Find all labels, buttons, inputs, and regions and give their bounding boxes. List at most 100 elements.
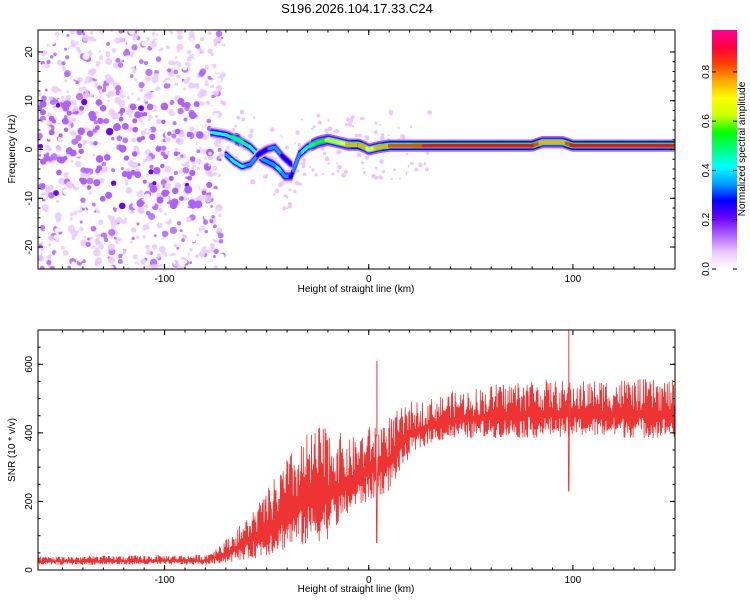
noise-point <box>161 145 167 151</box>
noise-point <box>205 131 208 134</box>
noise-point <box>401 135 406 141</box>
noise-point <box>61 117 69 125</box>
noise-point <box>427 110 433 115</box>
noise-point <box>337 150 342 155</box>
noise-point <box>169 226 178 235</box>
noise-point <box>103 138 111 146</box>
noise-point <box>50 55 54 59</box>
noise-point <box>105 127 114 136</box>
noise-point <box>89 200 94 204</box>
noise-point <box>168 91 174 97</box>
noise-point <box>89 124 94 130</box>
noise-point <box>388 109 393 115</box>
noise-point <box>199 68 207 75</box>
noise-point <box>188 111 197 119</box>
noise-point <box>196 120 205 129</box>
noise-point <box>137 252 144 259</box>
noise-point <box>38 162 41 166</box>
noise-point <box>125 73 129 77</box>
noise-point <box>62 236 70 244</box>
noise-point <box>213 248 219 255</box>
ridge-segment <box>296 158 299 162</box>
noise-point <box>107 256 116 264</box>
noise-point <box>118 248 124 254</box>
noise-point <box>51 244 55 248</box>
noise-point <box>149 185 158 193</box>
noise-point <box>70 113 76 119</box>
noise-point <box>277 136 283 142</box>
noise-point <box>208 155 213 161</box>
noise-point <box>196 248 200 252</box>
noise-point <box>136 123 140 128</box>
noise-point <box>57 193 61 197</box>
noise-point <box>132 53 141 61</box>
noise-point <box>312 125 316 129</box>
noise-point <box>58 83 65 90</box>
noise-point <box>124 217 128 221</box>
noise-point <box>129 36 134 41</box>
noise-point <box>122 41 127 46</box>
noise-point <box>89 31 94 35</box>
noise-point <box>248 133 253 139</box>
noise-point <box>198 251 206 258</box>
noise-point <box>379 135 385 141</box>
noise-point <box>91 245 96 249</box>
noise-point <box>176 50 180 53</box>
noise-point <box>146 103 154 111</box>
noise-point <box>288 204 292 209</box>
noise-point <box>195 254 200 259</box>
noise-point <box>51 41 55 45</box>
noise-point <box>189 261 193 265</box>
noise-point <box>108 228 116 236</box>
noise-point <box>214 68 220 74</box>
noise-point <box>145 37 150 41</box>
noise-point <box>167 68 172 73</box>
noise-point <box>161 77 165 81</box>
noise-point <box>73 36 79 42</box>
noise-point <box>105 58 113 65</box>
noise-point <box>91 61 96 67</box>
noise-point <box>214 120 221 127</box>
noise-point <box>148 121 154 127</box>
noise-point <box>414 167 419 172</box>
noise-point <box>133 145 140 152</box>
noise-point <box>116 217 123 224</box>
noise-point <box>126 174 132 180</box>
noise-point <box>195 43 201 49</box>
noise-point <box>118 30 124 34</box>
noise-point <box>207 31 212 35</box>
noise-point <box>390 177 394 181</box>
noise-point <box>282 197 287 201</box>
noise-point <box>62 250 69 256</box>
noise-point <box>87 63 93 68</box>
noise-point <box>117 62 124 68</box>
noise-point <box>38 204 42 210</box>
noise-point <box>81 86 86 91</box>
noise-point <box>47 87 52 91</box>
noise-point <box>44 88 48 92</box>
noise-point <box>85 249 93 257</box>
noise-point <box>424 167 429 172</box>
ridge-segment <box>294 161 298 166</box>
chart-title: S196.2026.104.17.33.C24 <box>281 1 433 16</box>
noise-point <box>129 103 137 111</box>
noise-point <box>65 55 70 60</box>
noise-point <box>112 81 116 84</box>
noise-point <box>142 118 149 124</box>
noise-point <box>174 128 181 135</box>
noise-point <box>72 62 77 67</box>
noise-point <box>62 104 70 112</box>
noise-point <box>129 210 133 215</box>
noise-point <box>166 142 170 147</box>
noise-point <box>126 236 131 240</box>
noise-point <box>153 159 158 165</box>
noise-point <box>308 165 312 168</box>
ridge-segment <box>295 160 298 164</box>
noise-point <box>93 38 97 42</box>
noise-point <box>221 142 226 146</box>
noise-point <box>71 138 78 145</box>
noise-point <box>173 108 178 113</box>
noise-point <box>38 249 42 256</box>
noise-point <box>55 252 59 256</box>
noise-point <box>69 39 75 45</box>
